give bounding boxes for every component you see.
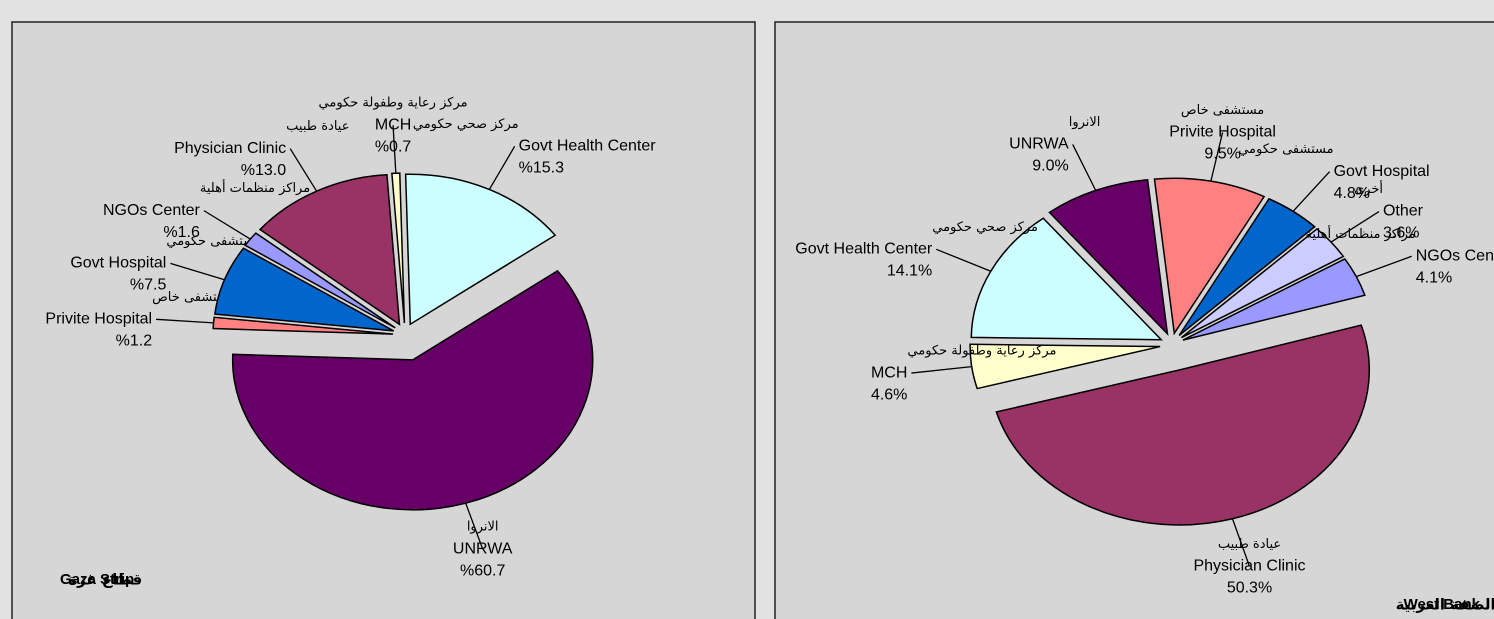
slice-label-ar: مركز رعاية وطفولة حكومي: [319, 96, 468, 111]
slice-label-ar: أخرى: [1354, 180, 1383, 197]
slice-label-ar: مستشفى خاص: [1181, 103, 1264, 118]
slice-label: Physician Clinic: [174, 140, 286, 157]
value-label: 4.1%: [1416, 269, 1452, 286]
value-label: %7.5: [130, 277, 167, 294]
slice-label-ar: عيادة طبيب: [286, 119, 349, 134]
value-label: 9.5%: [1204, 146, 1240, 163]
value-label: %60.7: [460, 562, 505, 579]
slice-label-ar: عيادة طبيب: [1218, 537, 1281, 552]
slice-label: Govt Health Center: [519, 138, 657, 155]
value-label: %1.2: [116, 333, 153, 350]
slice-label: Physician Clinic: [1193, 558, 1305, 575]
slice-label-ar: مركز رعاية وطفولة حكومي: [907, 344, 1056, 359]
value-label: %0.7: [375, 138, 412, 155]
slice-label: MCH: [375, 116, 411, 133]
slice-label: Privite Hospital: [45, 311, 152, 328]
slice-label: NGOs Center: [1416, 247, 1494, 264]
slice-label: NGOs Center: [103, 202, 201, 219]
slice-label: Govt Hospital: [70, 255, 166, 272]
chart: مركز رعاية وطفولة حكوميMCH%0.7مركز صحي ح…: [0, 0, 1494, 619]
slice-label-ar: مراكز منظمات أهلية: [1305, 225, 1415, 242]
value-label: 50.3%: [1227, 580, 1272, 597]
value-label: 9.0%: [1032, 158, 1068, 175]
slice-label: MCH: [871, 364, 907, 381]
slice-label: Other: [1383, 203, 1424, 220]
slice-label: UNRWA: [1009, 136, 1069, 153]
value-label: 14.1%: [887, 263, 932, 280]
slice-label: UNRWA: [453, 540, 513, 557]
slice-label-ar: مراكز منظمات أهلية: [200, 179, 310, 196]
value-label: %13.0: [241, 162, 286, 179]
slice-label-ar: مركز صحي حكومي: [932, 220, 1038, 235]
slice-label: Govt Hospital: [1334, 163, 1430, 180]
slice-label-ar: مركز صحي حكومي: [413, 117, 519, 132]
slice-label: Privite Hospital: [1169, 124, 1276, 141]
value-label: %1.6: [163, 224, 200, 241]
chart-title-ar: قطاع غزة: [68, 571, 142, 589]
chart-title-ar: الضفة الغربية: [1396, 596, 1494, 614]
value-label: %15.3: [519, 160, 564, 177]
value-label: 4.6%: [871, 386, 907, 403]
slice-label-ar: الانروا: [467, 520, 499, 535]
slice-label: Govt Health Center: [795, 241, 933, 258]
slice-label-ar: الانروا: [1069, 115, 1101, 130]
slice-label-ar: مستشفى حكومي: [1238, 142, 1333, 157]
